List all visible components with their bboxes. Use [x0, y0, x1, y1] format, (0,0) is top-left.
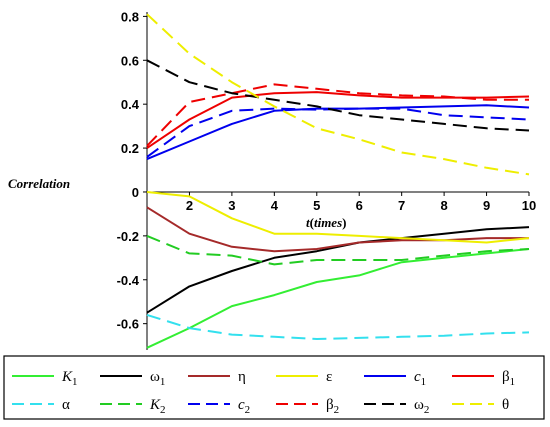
- y-tick-label: 0: [132, 185, 139, 200]
- y-axis-label: Correlation: [8, 176, 70, 191]
- legend-label-11: ω2: [414, 397, 429, 416]
- legend-label-7: α: [62, 397, 70, 413]
- legend-box: [3, 355, 545, 420]
- x-tick-label: 10: [522, 198, 536, 213]
- y-tick-label: 0.2: [121, 141, 139, 156]
- legend-label-3: η: [238, 369, 246, 385]
- x-axis-label: t(times): [306, 215, 346, 230]
- x-tick-label: 2: [186, 198, 193, 213]
- x-tick-label: 9: [483, 198, 490, 213]
- x-axis-label-close: ): [342, 215, 346, 230]
- legend-label-2: ω1: [150, 369, 165, 388]
- x-tick-label: 7: [398, 198, 405, 213]
- x-tick-label: 8: [440, 198, 447, 213]
- y-tick-label: 0.4: [121, 97, 140, 112]
- series-line-12: [146, 13, 530, 176]
- legend-label-8: K2: [149, 397, 166, 416]
- y-tick-label: 0.8: [121, 9, 139, 24]
- series-line-5: [146, 104, 530, 161]
- y-tick-label: -0.2: [117, 229, 139, 244]
- x-tick-label: 5: [313, 198, 320, 213]
- x-tick-label: 3: [228, 198, 235, 213]
- axes-layer: [143, 12, 530, 350]
- series-line-2: [146, 226, 530, 314]
- series-line-7: [146, 313, 530, 340]
- series-line-1: [146, 248, 530, 349]
- series-line-8: [146, 234, 530, 266]
- legend: K1 ω1 η ε c1 β1 α K2 c2 β2 ω2 θ: [12, 369, 515, 416]
- legend-label-5: c1: [414, 369, 426, 388]
- x-axis-label-unit: times: [314, 215, 342, 230]
- legend-label-10: β2: [326, 397, 339, 416]
- x-tick-label: 4: [271, 198, 279, 213]
- y-tick-label: -0.6: [117, 317, 139, 332]
- tick-labels-layer: -0.6 -0.4 -0.2 0 0.2 0.4 0.6 0.8 2 3 4 5 6 7 8 9 10: [117, 9, 537, 331]
- x-tick-label: 6: [356, 198, 363, 213]
- series-line-3: [146, 206, 529, 253]
- legend-label-4: ε: [326, 369, 332, 385]
- series-layer: [146, 13, 530, 349]
- y-tick-label: 0.6: [121, 53, 139, 68]
- x-axis-label-open: (: [310, 215, 314, 230]
- legend-label-6: β1: [502, 369, 515, 388]
- series-line-4: [146, 191, 530, 244]
- legend-label-1: K1: [61, 369, 78, 388]
- series-line-11: [146, 59, 530, 132]
- legend-label-12: θ: [502, 397, 509, 413]
- series-line-10: [146, 83, 529, 147]
- series-line-9: [146, 107, 530, 158]
- y-tick-label: -0.4: [117, 273, 140, 288]
- legend-label-9: c2: [238, 397, 250, 416]
- x-axis-label-var: t: [306, 215, 310, 230]
